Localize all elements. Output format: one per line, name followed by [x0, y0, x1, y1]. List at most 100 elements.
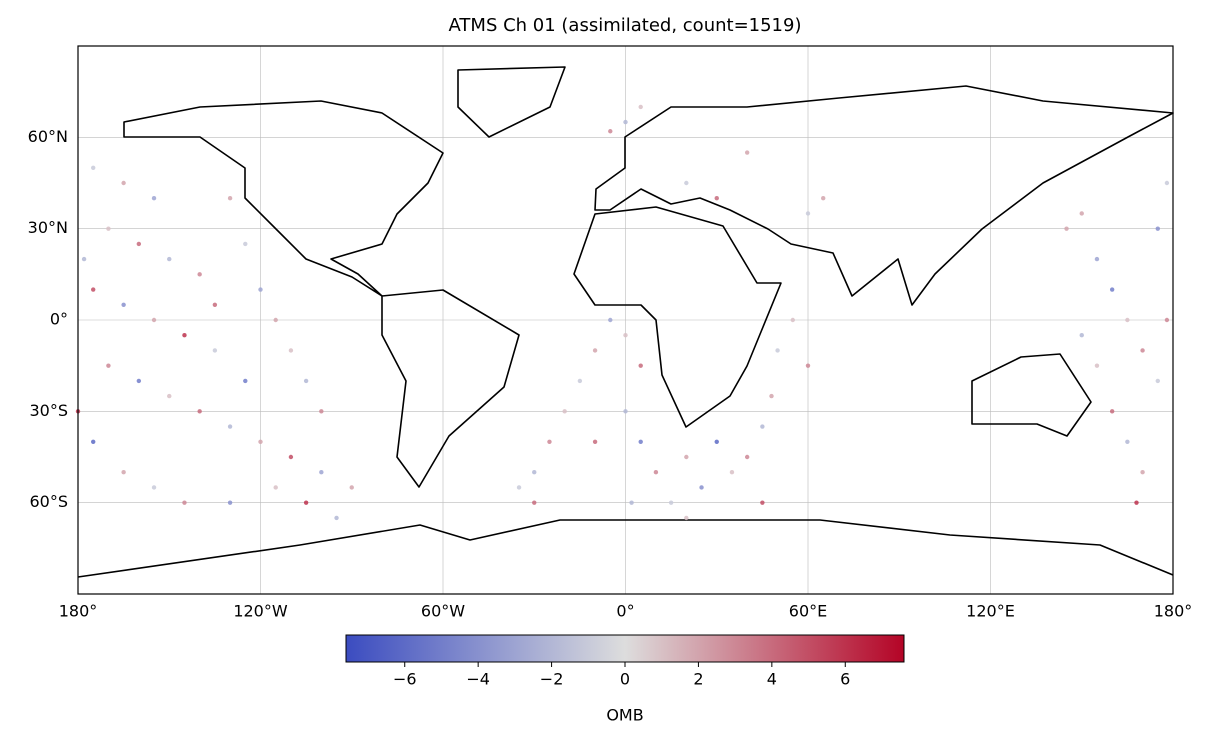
- obs-point: [91, 165, 96, 170]
- obs-point: [91, 287, 96, 292]
- obs-point: [592, 439, 598, 444]
- obs-point: [197, 272, 202, 277]
- colorbar-tick-label: 6: [840, 670, 850, 689]
- obs-point: [684, 454, 689, 460]
- obs-point: [227, 196, 233, 201]
- x-tick-label: 120°W: [233, 602, 288, 621]
- obs-point: [744, 454, 750, 460]
- eurasia: [594, 85, 1174, 306]
- obs-point: [1164, 317, 1170, 323]
- colorbar-tick-label: −6: [393, 670, 417, 689]
- obs-point: [638, 104, 643, 110]
- obs-point: [151, 196, 157, 201]
- y-tick-label: 60°N: [28, 127, 68, 146]
- obs-point: [623, 409, 628, 414]
- antarctica: [77, 519, 1174, 578]
- obs-point: [729, 470, 735, 475]
- obs-point: [805, 211, 811, 216]
- obs-point: [744, 150, 750, 155]
- obs-point: [1125, 439, 1130, 444]
- australia: [971, 353, 1092, 437]
- obs-point: [821, 196, 826, 201]
- chart-title: ATMS Ch 01 (assimilated, count=1519): [449, 15, 802, 36]
- obs-point: [227, 500, 233, 505]
- obs-point: [1109, 287, 1115, 292]
- obs-point: [532, 500, 537, 505]
- obs-point: [684, 180, 689, 186]
- colorbar-tick-label: −2: [540, 670, 564, 689]
- coastlines: [77, 66, 1174, 578]
- x-tick-label: 120°E: [966, 602, 1015, 621]
- obs-point: [562, 409, 567, 414]
- x-tick-label: 60°W: [421, 602, 465, 621]
- obs-point: [243, 378, 248, 384]
- obs-point: [319, 409, 324, 414]
- obs-point: [151, 485, 157, 490]
- obs-point: [121, 180, 126, 186]
- obs-point: [258, 287, 263, 292]
- obs-point: [668, 500, 674, 505]
- obs-point: [1155, 226, 1160, 231]
- colorbar-tick-label: 2: [693, 670, 703, 689]
- obs-point: [790, 317, 795, 323]
- obs-point: [136, 378, 142, 384]
- obs-point: [1094, 363, 1100, 368]
- obs-point: [532, 470, 537, 475]
- obs-point: [121, 470, 126, 475]
- x-tick-label: 180°: [59, 602, 98, 621]
- obs-point: [1064, 226, 1069, 231]
- obs-point: [182, 500, 187, 505]
- obs-point: [167, 393, 172, 399]
- x-tick-label: 0°: [616, 602, 634, 621]
- obs-point: [714, 196, 719, 201]
- obs-point: [1140, 348, 1145, 353]
- obs-point: [136, 241, 142, 247]
- obs-point: [151, 317, 157, 323]
- obs-point: [303, 378, 309, 384]
- colorbar-tick-label: 4: [767, 670, 777, 689]
- obs-point: [227, 424, 233, 429]
- obs-point: [623, 333, 628, 338]
- obs-point: [769, 393, 774, 399]
- graticule: [77, 46, 1174, 594]
- colorbar-label: OMB: [606, 706, 643, 725]
- africa: [573, 206, 782, 428]
- obs-point: [1079, 333, 1084, 338]
- y-tick-label: 60°S: [29, 492, 68, 511]
- obs-point: [319, 470, 324, 475]
- obs-point: [714, 439, 719, 444]
- obs-point: [577, 378, 583, 384]
- plot-frame: [77, 45, 1174, 595]
- obs-point: [684, 515, 689, 521]
- colorbar: [345, 634, 905, 663]
- obs-point: [258, 439, 263, 444]
- x-tick-label: 180°: [1154, 602, 1193, 621]
- obs-point: [547, 439, 552, 444]
- y-tick-label: 0°: [50, 310, 68, 329]
- obs-point: [106, 363, 111, 368]
- obs-point: [1109, 409, 1115, 414]
- obs-point: [121, 302, 126, 307]
- obs-point: [805, 363, 811, 368]
- obs-point: [623, 119, 628, 125]
- obs-point: [212, 348, 218, 353]
- obs-point: [1155, 378, 1160, 384]
- obs-point: [212, 302, 218, 307]
- obs-point: [288, 454, 294, 460]
- obs-point: [760, 424, 765, 429]
- observations: [75, 104, 1170, 521]
- obs-point: [273, 317, 278, 323]
- obs-point: [91, 439, 96, 444]
- obs-point: [273, 485, 278, 490]
- north-america: [123, 100, 444, 297]
- obs-point: [243, 241, 248, 247]
- obs-point: [592, 348, 598, 353]
- obs-point: [1134, 500, 1139, 505]
- south-america: [381, 289, 520, 488]
- greenland: [457, 66, 566, 138]
- y-tick-label: 30°S: [29, 401, 68, 420]
- obs-point: [349, 485, 354, 490]
- obs-point: [334, 515, 339, 521]
- obs-point: [81, 256, 87, 262]
